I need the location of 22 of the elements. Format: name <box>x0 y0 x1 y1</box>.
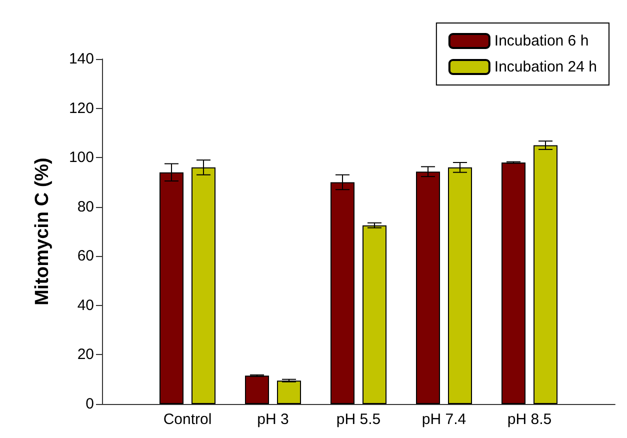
y-tick-label: 0 <box>86 396 94 412</box>
y-tick-label: 60 <box>77 248 94 265</box>
y-tick-label: 40 <box>77 296 94 314</box>
bar <box>245 376 269 404</box>
bar <box>448 167 472 404</box>
legend-label: Incubation 6 h <box>494 32 589 50</box>
y-tick-label: 140 <box>68 50 94 68</box>
bar <box>502 162 526 404</box>
x-tick-label: Control <box>163 411 212 428</box>
y-tick-label: 100 <box>68 149 94 166</box>
y-tick-label: 80 <box>77 198 94 216</box>
y-axis-title: Mitomycin C (%) <box>32 158 53 306</box>
y-tick-label: 120 <box>68 100 94 117</box>
x-tick-label: pH 7.4 <box>422 411 466 428</box>
y-tick-label: 20 <box>77 346 94 364</box>
x-tick-label: pH 5.5 <box>336 411 381 428</box>
x-tick-label: pH 8.5 <box>507 411 552 428</box>
bar <box>362 225 386 404</box>
bar <box>277 380 301 404</box>
bar <box>534 145 558 404</box>
legend-label: Incubation 24 h <box>494 58 598 76</box>
x-tick-label: pH 3 <box>257 411 289 428</box>
